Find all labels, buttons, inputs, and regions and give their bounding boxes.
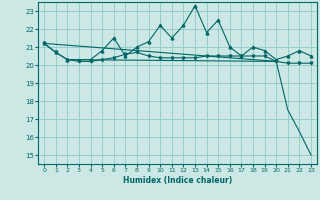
X-axis label: Humidex (Indice chaleur): Humidex (Indice chaleur) bbox=[123, 176, 232, 185]
